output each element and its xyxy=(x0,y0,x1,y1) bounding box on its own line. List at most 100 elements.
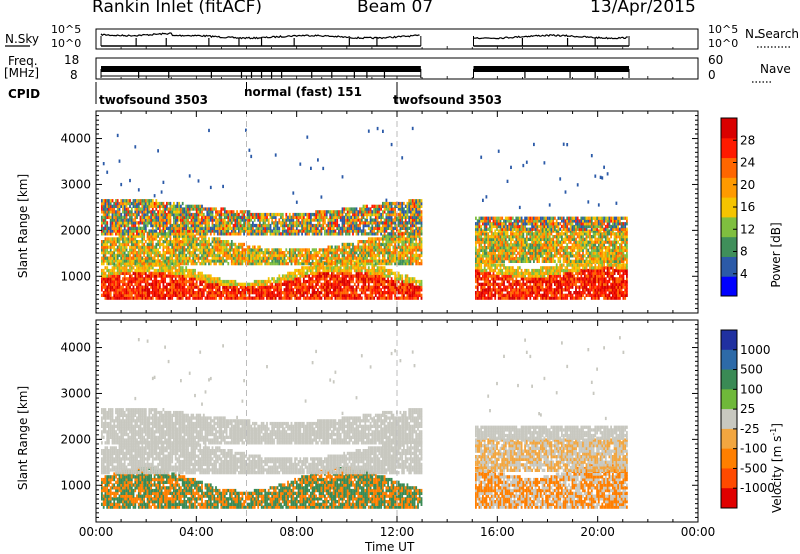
power-cell xyxy=(241,256,244,260)
power-cell xyxy=(183,285,186,289)
power-cell xyxy=(380,248,382,252)
power-cell xyxy=(176,248,179,252)
power-cell xyxy=(115,240,117,244)
power-cell xyxy=(315,215,317,219)
power-cell xyxy=(162,207,165,211)
power-cell xyxy=(157,263,159,267)
power-cell xyxy=(185,231,188,235)
power-cell xyxy=(106,204,109,208)
power-cell xyxy=(397,259,400,263)
power-cell xyxy=(208,245,210,249)
power-cell xyxy=(215,256,217,260)
power-cell xyxy=(197,229,200,233)
power-cell xyxy=(353,226,356,230)
power-cell xyxy=(136,234,138,238)
power-cell xyxy=(329,266,332,270)
power-cell xyxy=(136,259,138,263)
power-cell xyxy=(306,274,309,278)
power-cell xyxy=(109,282,112,286)
power-cell xyxy=(139,256,142,260)
power-cell xyxy=(197,296,200,300)
power-cell xyxy=(404,218,407,222)
power-cell xyxy=(171,226,174,230)
power-cell xyxy=(248,293,251,297)
power-cell xyxy=(137,296,140,300)
power-cell xyxy=(216,210,219,214)
power-cell xyxy=(178,268,181,273)
power-cell xyxy=(164,251,166,255)
power-cell xyxy=(401,248,404,252)
power-cell xyxy=(143,293,145,297)
power-cell xyxy=(118,237,121,241)
power-cell xyxy=(185,234,188,238)
power-cell xyxy=(192,223,195,228)
power-cell xyxy=(411,237,414,241)
power-cell xyxy=(350,242,353,247)
power-cell xyxy=(364,204,367,208)
power-cell xyxy=(288,223,291,228)
power-cell xyxy=(194,251,196,255)
power-cell xyxy=(410,210,412,214)
power-cell xyxy=(271,218,274,222)
power-cell xyxy=(329,218,332,222)
power-cell xyxy=(408,296,411,300)
power-cell xyxy=(139,274,142,278)
power-cell xyxy=(176,218,179,222)
power-cell xyxy=(403,245,405,249)
power-cell xyxy=(331,245,333,249)
power-cell xyxy=(153,221,156,225)
power-cell xyxy=(167,288,170,292)
power-cell xyxy=(187,271,189,275)
power-cell xyxy=(369,256,372,260)
power-cell xyxy=(197,237,200,241)
power-cell xyxy=(295,212,298,217)
power-cell xyxy=(215,296,217,300)
power-cell xyxy=(118,293,121,297)
power-cell xyxy=(399,259,402,263)
power-cell xyxy=(241,262,244,266)
power-cell xyxy=(341,271,344,275)
power-cell xyxy=(102,245,105,249)
power-cell xyxy=(218,229,221,233)
power-cell xyxy=(380,242,382,247)
power-cell xyxy=(101,256,103,260)
power-cell xyxy=(181,251,184,255)
power-cell xyxy=(348,279,351,284)
power-cell xyxy=(176,221,179,225)
power-cell xyxy=(197,253,200,258)
power-cell xyxy=(211,207,214,211)
power-cell xyxy=(137,256,140,260)
power-cell xyxy=(389,237,391,241)
power-cell xyxy=(367,237,370,241)
power-cell xyxy=(410,285,412,289)
power-cell xyxy=(164,259,166,263)
power-cell xyxy=(239,242,242,247)
power-cell xyxy=(394,210,396,214)
power-cell xyxy=(382,277,384,281)
power-cell xyxy=(190,279,193,284)
power-cell xyxy=(353,256,356,260)
power-cell xyxy=(104,248,107,252)
power-cell xyxy=(392,285,395,289)
power-cell xyxy=(236,221,238,225)
power-cell xyxy=(355,266,358,270)
power-cell xyxy=(287,288,289,292)
power-cell xyxy=(380,218,382,222)
power-cell xyxy=(104,207,107,211)
power-cell xyxy=(304,266,307,270)
power-cell xyxy=(283,259,286,263)
power-cell xyxy=(134,204,137,208)
power-cell xyxy=(155,293,158,297)
power-cell xyxy=(294,223,296,228)
power-cell xyxy=(369,296,372,300)
power-cell xyxy=(106,268,109,273)
power-cell xyxy=(137,204,140,208)
power-cell xyxy=(357,271,360,275)
power-cell xyxy=(253,248,256,252)
power-cell xyxy=(169,266,172,270)
power-cell xyxy=(190,259,193,263)
power-cell xyxy=(239,221,242,225)
power-cell xyxy=(192,242,195,247)
power-cell xyxy=(331,271,333,275)
power-cell xyxy=(139,221,142,225)
